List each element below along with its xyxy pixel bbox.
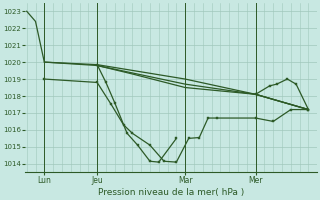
X-axis label: Pression niveau de la mer( hPa ): Pression niveau de la mer( hPa ) [98, 188, 244, 197]
